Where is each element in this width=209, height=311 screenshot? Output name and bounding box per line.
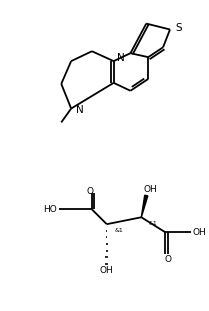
Text: O: O [87,187,93,196]
Polygon shape [141,195,148,217]
Text: OH: OH [100,266,114,275]
Text: N: N [117,53,124,63]
Text: O: O [164,255,172,264]
Text: HO: HO [43,205,57,214]
Text: N: N [76,104,84,114]
Text: S: S [175,22,182,33]
Text: OH: OH [193,228,206,237]
Text: OH: OH [143,185,157,194]
Text: &1: &1 [148,221,157,226]
Text: &1: &1 [115,228,123,233]
